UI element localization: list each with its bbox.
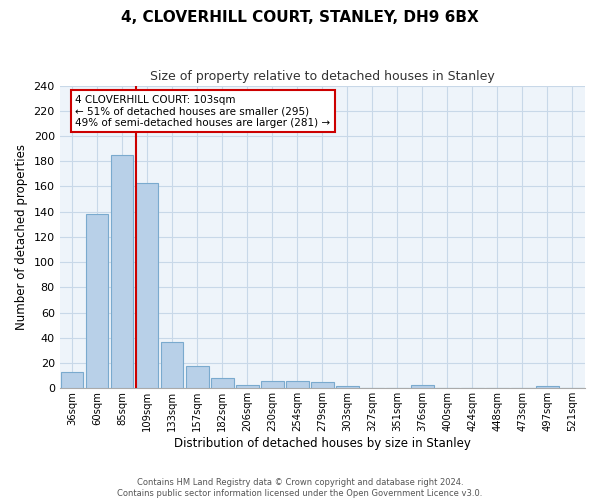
Text: 4, CLOVERHILL COURT, STANLEY, DH9 6BX: 4, CLOVERHILL COURT, STANLEY, DH9 6BX [121,10,479,25]
Bar [261,380,284,388]
Y-axis label: Number of detached properties: Number of detached properties [15,144,28,330]
Bar [311,382,334,388]
Bar [136,182,158,388]
Bar [86,214,109,388]
Bar [61,372,83,388]
Bar [236,384,259,388]
Bar [186,366,209,388]
Title: Size of property relative to detached houses in Stanley: Size of property relative to detached ho… [150,70,495,83]
Bar [111,155,133,388]
Bar [286,380,308,388]
Text: Contains HM Land Registry data © Crown copyright and database right 2024.
Contai: Contains HM Land Registry data © Crown c… [118,478,482,498]
Bar [336,386,359,388]
Bar [211,378,233,388]
Bar [536,386,559,388]
Bar [161,342,184,388]
Text: 4 CLOVERHILL COURT: 103sqm
← 51% of detached houses are smaller (295)
49% of sem: 4 CLOVERHILL COURT: 103sqm ← 51% of deta… [76,94,331,128]
Bar [411,384,434,388]
X-axis label: Distribution of detached houses by size in Stanley: Distribution of detached houses by size … [174,437,471,450]
